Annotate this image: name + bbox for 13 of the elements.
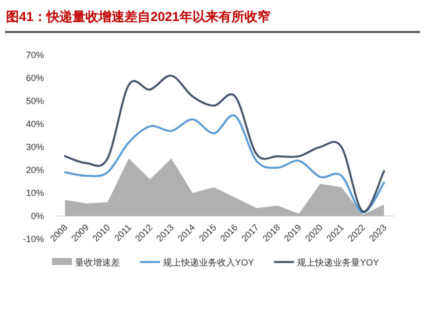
y-tick-label: 10% <box>26 188 44 198</box>
y-tick-label: 40% <box>26 119 44 129</box>
legend-label: 规上快递业务量YOY <box>297 258 380 268</box>
y-tick-label: 50% <box>26 96 44 106</box>
y-tick-label: 0% <box>30 211 44 221</box>
legend-label: 量收增速差 <box>75 258 120 268</box>
title: 图41：快递量收增速差自2021年以来有所收窄 <box>6 9 270 24</box>
y-tick-label: 70% <box>26 50 44 60</box>
y-tick-label: 60% <box>26 73 44 83</box>
y-tick-label: 20% <box>26 165 44 175</box>
y-tick-label: 30% <box>26 142 44 152</box>
legend-label: 规上快递业务收入YOY <box>163 258 254 268</box>
y-tick-label: -10% <box>22 234 44 244</box>
